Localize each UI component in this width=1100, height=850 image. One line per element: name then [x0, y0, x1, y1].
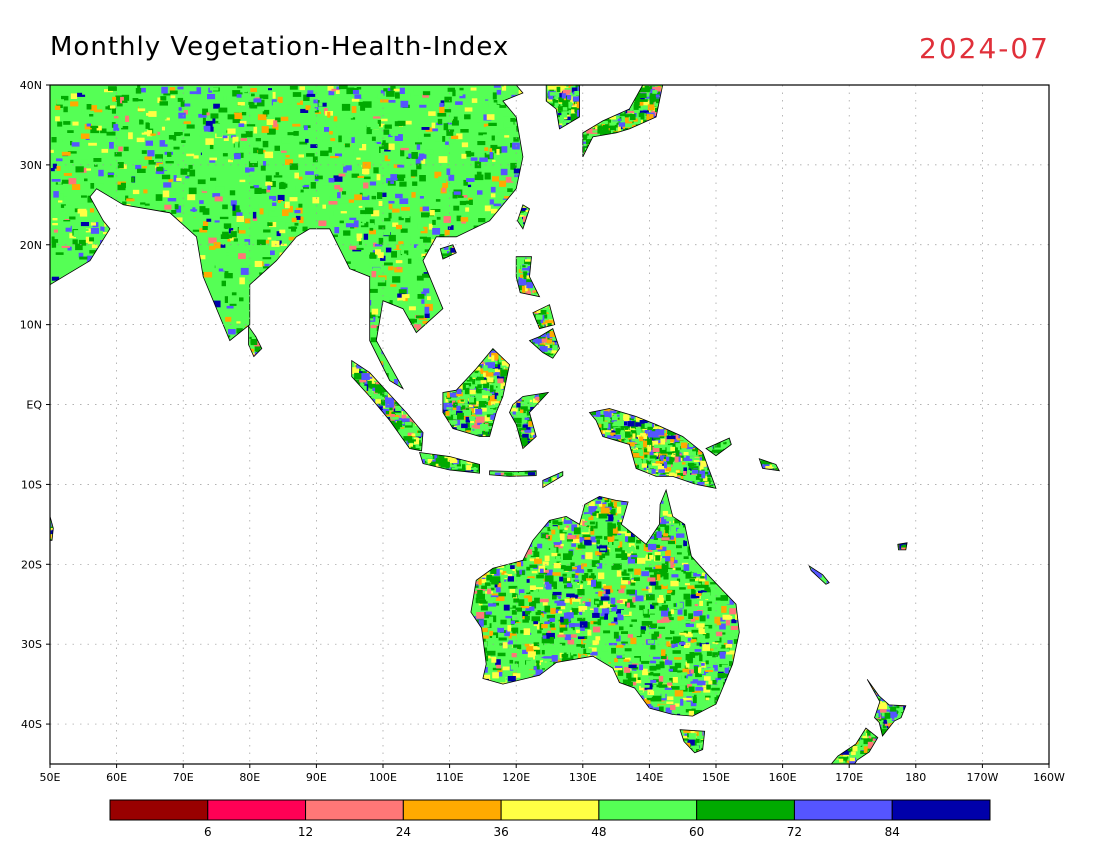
taiwan-landmass: [517, 204, 530, 229]
lat-label: 10N: [20, 319, 42, 332]
map-frame: [49, 84, 1050, 765]
lon-label: 120E: [502, 771, 530, 784]
map-title: Monthly Vegetation-Health-Index: [50, 32, 510, 62]
lat-label: 20N: [20, 239, 42, 252]
australia-landmass: [470, 490, 740, 717]
colorbar-label: 60: [689, 825, 704, 839]
japan-landmass: [582, 85, 663, 157]
colorbar-swatch: [696, 799, 795, 821]
lat-label: 30N: [20, 159, 42, 172]
longitude-labels: 50E 60E 70E 80E 90E 100E 110E 120E 130E 140E 150E 1…: [40, 764, 1065, 784]
lon-label: 80E: [239, 771, 260, 784]
tasmania-landmass: [680, 729, 705, 753]
lon-label: 150E: [702, 771, 730, 784]
colorbar-label: 48: [591, 825, 606, 839]
colorbar-swatch: [598, 799, 698, 821]
lon-label: 110E: [436, 771, 464, 784]
lon-label: 140E: [635, 771, 663, 784]
lon-label: 70E: [173, 771, 194, 784]
latitude-labels: 40N 30N 20N 10N EQ 10S 20S 30S 40S: [20, 79, 50, 731]
lon-label: 130E: [569, 771, 597, 784]
lon-label: 170E: [835, 771, 863, 784]
colorbar-label: 24: [396, 825, 411, 839]
colorbar-label: 12: [298, 825, 313, 839]
korea-landmass: [546, 85, 580, 129]
lon-label: 160E: [769, 771, 797, 784]
colorbar-swatch: [402, 799, 502, 821]
java-landmass: [419, 452, 480, 474]
lat-label: 40N: [20, 79, 42, 92]
colorbar-label: 6: [204, 825, 212, 839]
lat-label: EQ: [26, 399, 42, 412]
lon-label: 170W: [966, 771, 998, 784]
lon-label: 160W: [1033, 771, 1065, 784]
lon-label: 90E: [306, 771, 327, 784]
asia-mainland-landmass: [50, 85, 523, 389]
map-date: 2024-07: [919, 32, 1050, 65]
colorbar-label: 36: [493, 825, 508, 839]
visayas-landmass: [532, 304, 555, 329]
new-caledonia-landmass: [809, 565, 830, 585]
land-layer: [50, 85, 908, 764]
lat-label: 40S: [21, 718, 42, 731]
colorbar-swatch: [207, 799, 307, 821]
colorbar-swatch: [500, 799, 600, 821]
colorbar-swatch: [793, 799, 893, 821]
colorbar-swatch: [305, 799, 404, 821]
lat-label: 20S: [21, 558, 42, 571]
flores-landmass: [489, 470, 537, 477]
lat-label: 30S: [21, 638, 42, 651]
lon-label: 180: [905, 771, 926, 784]
lon-label: 100E: [369, 771, 397, 784]
luzon-landmass: [516, 256, 540, 297]
colorbar-label: 84: [885, 825, 900, 839]
lon-label: 50E: [40, 771, 61, 784]
colorbar-swatch: [109, 799, 209, 821]
colorbar-swatch: [891, 799, 991, 821]
solomons-landmass: [759, 458, 780, 471]
colorbar: 6 12 24 36 48 60 72 84: [109, 799, 991, 839]
lat-label: 10S: [21, 478, 42, 491]
colorbar-label: 72: [787, 825, 802, 839]
sri-lanka-landmass: [248, 326, 262, 357]
lon-label: 60E: [106, 771, 127, 784]
new-guinea-landmass: [589, 408, 716, 489]
